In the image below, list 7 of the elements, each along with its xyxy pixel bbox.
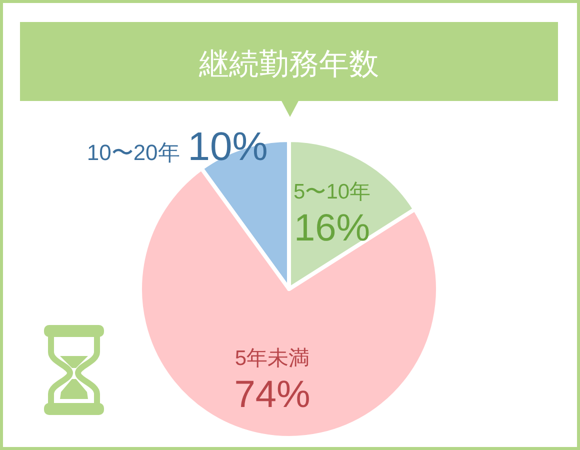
slice-label: 5〜10年 xyxy=(294,180,371,204)
data-label: 10% xyxy=(188,124,268,169)
data-label: 74% xyxy=(234,374,310,416)
slice-label: 5年未満 xyxy=(234,346,310,370)
chart-title: 継続勤務年数 xyxy=(198,48,379,81)
slice-label: 10〜20年 xyxy=(86,140,180,165)
data-label: 16% xyxy=(294,208,370,250)
